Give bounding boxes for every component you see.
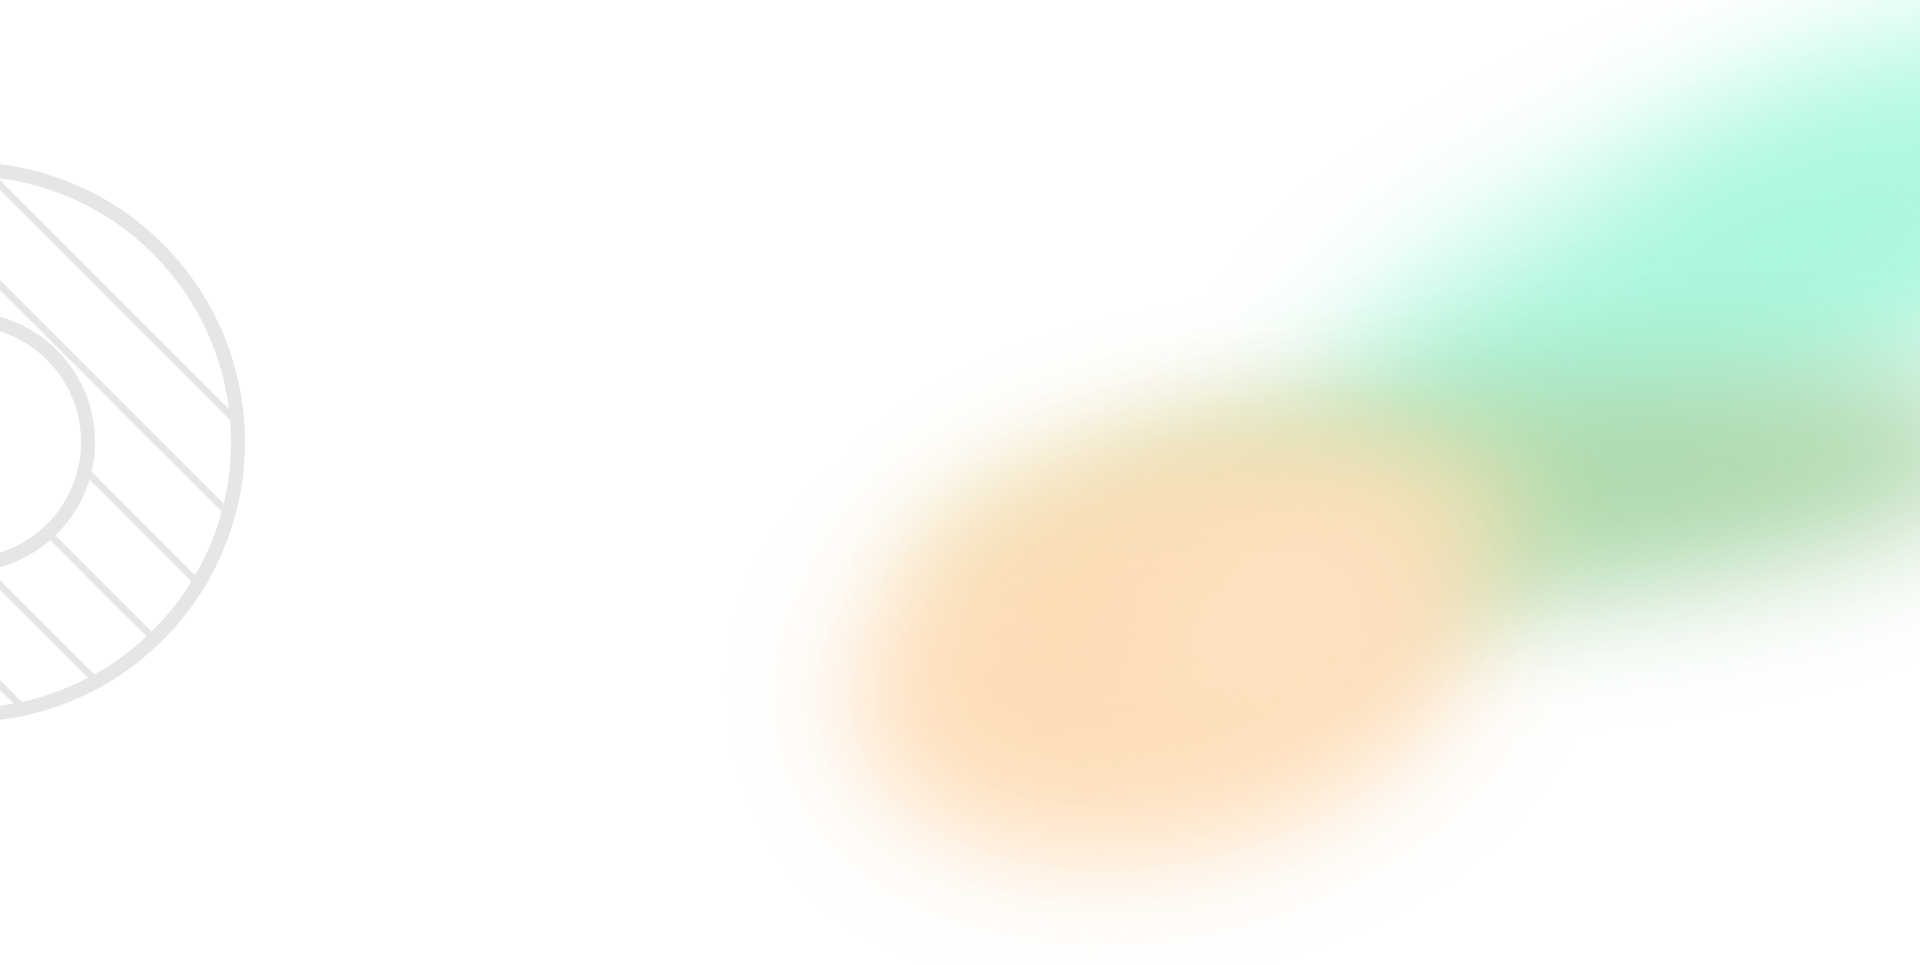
background-canvas [0,0,1920,911]
hatched-ring-icon [0,164,245,720]
